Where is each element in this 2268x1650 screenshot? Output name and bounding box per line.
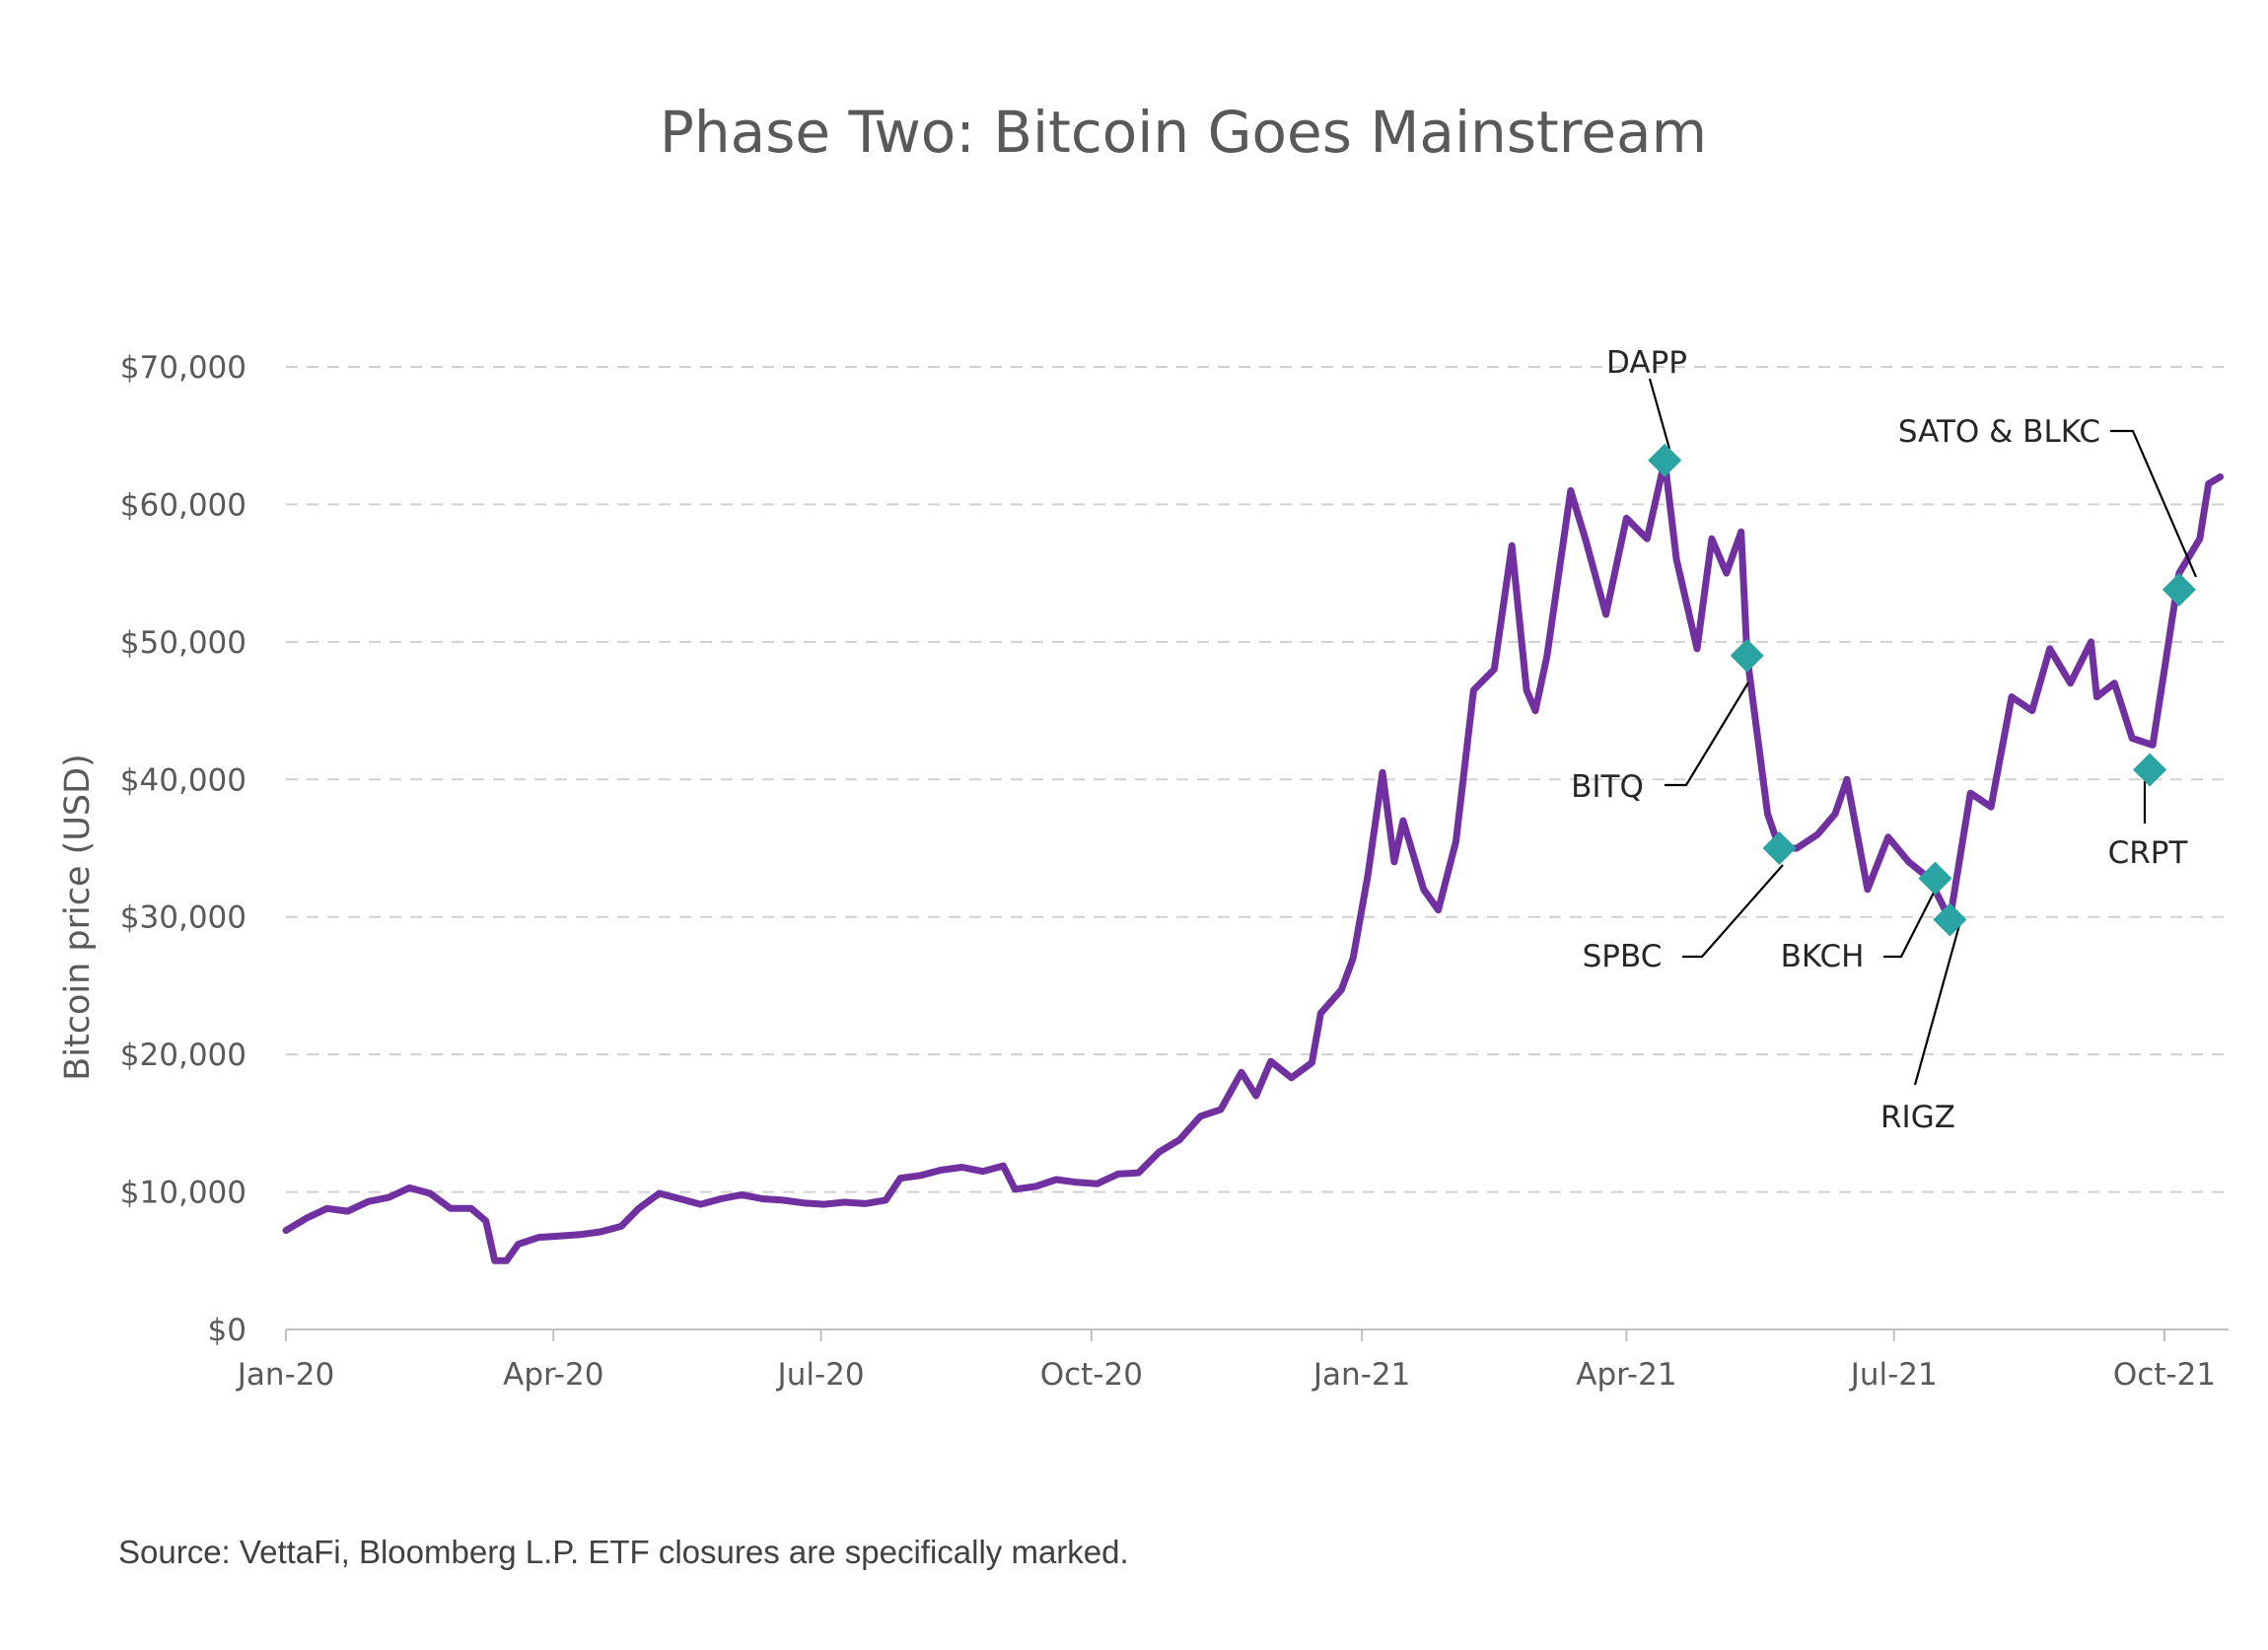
closure-marker <box>1762 831 1797 865</box>
closure-marker <box>1730 638 1764 673</box>
closure-label: DAPP <box>1606 345 1687 381</box>
closure-label: CRPT <box>2108 835 2189 871</box>
x-tick-label: Oct-21 <box>2113 1357 2216 1393</box>
closure-marker <box>1933 902 1967 937</box>
annotation-leader <box>1648 378 1671 450</box>
closure-label: SATO & BLKC <box>1898 414 2100 450</box>
x-tick-label: Oct-20 <box>1040 1357 1143 1393</box>
gridlines <box>286 366 2229 1193</box>
series-lines <box>282 457 2225 1264</box>
annotation-leader <box>1665 682 1749 787</box>
closure-marker <box>2133 753 2167 787</box>
y-tick-label: $10,000 <box>120 1176 247 1211</box>
x-tick-label: Jul-20 <box>776 1357 865 1393</box>
y-tick-label: $0 <box>208 1313 247 1348</box>
closure-label: SPBC <box>1583 939 1663 974</box>
annotation-leader <box>1682 864 1784 959</box>
closure-label: BKCH <box>1781 939 1865 974</box>
y-tick-label: $70,000 <box>120 350 247 386</box>
closure-label: RIGZ <box>1880 1100 1955 1135</box>
annotation-leader <box>1883 890 1936 959</box>
y-tick-label: $60,000 <box>120 487 247 523</box>
y-axis-label: Bitcoin price (USD) <box>58 753 98 1080</box>
closure-markers <box>1648 443 2196 937</box>
series-line <box>282 457 2225 1264</box>
y-tick-label: $50,000 <box>120 625 247 661</box>
y-tick-labels: $0 $10,000 $20,000 $30,000 $40,000 $50,000 $60… <box>120 350 247 1348</box>
closure-marker <box>1918 861 1952 896</box>
y-tick-label: $20,000 <box>120 1038 247 1073</box>
closure-marker <box>2162 572 2196 607</box>
x-tick-label: Jan-20 <box>236 1357 334 1393</box>
closure-marker <box>1648 443 1682 477</box>
x-tick-label: Apr-21 <box>1576 1357 1676 1393</box>
closure-label: BITQ <box>1571 769 1644 805</box>
y-tick-label: $40,000 <box>120 762 247 798</box>
chart-title: Phase Two: Bitcoin Goes Mainstream <box>659 99 1708 166</box>
x-tick-label: Apr-20 <box>503 1357 603 1393</box>
x-axis: Jan-20 Apr-20 Jul-20 Oct-20 Jan-21 Apr-21 Jul-… <box>236 1328 2229 1393</box>
closure-labels: DAPP BITQ SPBC BKCH RIGZ CRPT SATO & BLKC <box>1571 345 2188 1135</box>
annotation-leader <box>2110 429 2198 578</box>
y-tick-label: $30,000 <box>120 900 247 936</box>
annotation-leaders <box>1648 378 2198 1086</box>
source-note: Source: VettaFi, Bloomberg L.P. ETF clos… <box>118 1534 1129 1570</box>
x-tick-label: Jan-21 <box>1311 1357 1410 1393</box>
annotation-leader <box>1913 924 1961 1086</box>
x-tick-label: Jul-21 <box>1849 1357 1938 1393</box>
